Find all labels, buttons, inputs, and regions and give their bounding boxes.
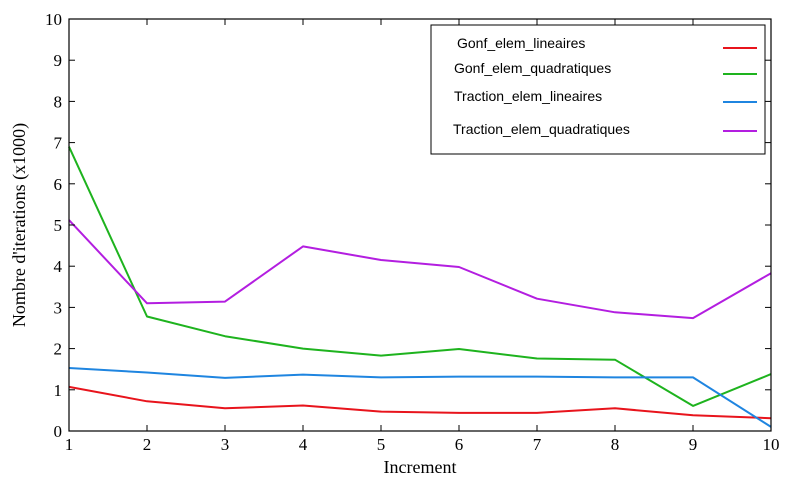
series-layer: [68, 146, 772, 428]
x-tick-label: 4: [299, 435, 308, 454]
y-tick-label: 3: [54, 298, 63, 317]
x-tick-label: 3: [221, 435, 230, 454]
x-axis-label: Increment: [384, 457, 457, 477]
series-line-1: [68, 385, 772, 420]
series-line-2: [68, 146, 772, 407]
y-tick-label: 9: [54, 51, 63, 70]
series-line-4: [68, 219, 772, 320]
x-tick-label: 2: [143, 435, 152, 454]
legend: Gonf_elem_lineaires Gonf_elem_quadratique…: [430, 24, 766, 155]
legend-label: Gonf_elem_lineaires: [457, 35, 585, 51]
y-axis-label: Nombre d'iterations (x1000): [9, 123, 30, 327]
x-tick-label: 5: [377, 435, 386, 454]
y-tick-label: 6: [54, 175, 63, 194]
y-tick-label: 5: [54, 216, 63, 235]
y-tick-label: 4: [54, 257, 63, 276]
x-tick-label: 7: [533, 435, 542, 454]
x-tick-label: 10: [763, 435, 780, 454]
y-tick-label: 0: [54, 422, 63, 441]
y-tick-label: 8: [54, 92, 63, 111]
y-tick-label: 10: [45, 10, 62, 29]
y-tick-label: 2: [54, 340, 63, 359]
legend-label: Traction_elem_lineaires: [454, 88, 602, 104]
legend-box: [430, 24, 766, 155]
y-tick-label: 7: [54, 134, 63, 153]
series-line-3: [68, 367, 772, 428]
x-tick-label: 9: [689, 435, 698, 454]
y-tick-label: 1: [54, 381, 63, 400]
x-tick-label: 6: [455, 435, 464, 454]
legend-label: Traction_elem_quadratiques: [453, 121, 630, 137]
x-tick-label: 1: [65, 435, 74, 454]
legend-label: Gonf_elem_quadratiques: [454, 60, 611, 76]
x-tick-label: 8: [611, 435, 620, 454]
